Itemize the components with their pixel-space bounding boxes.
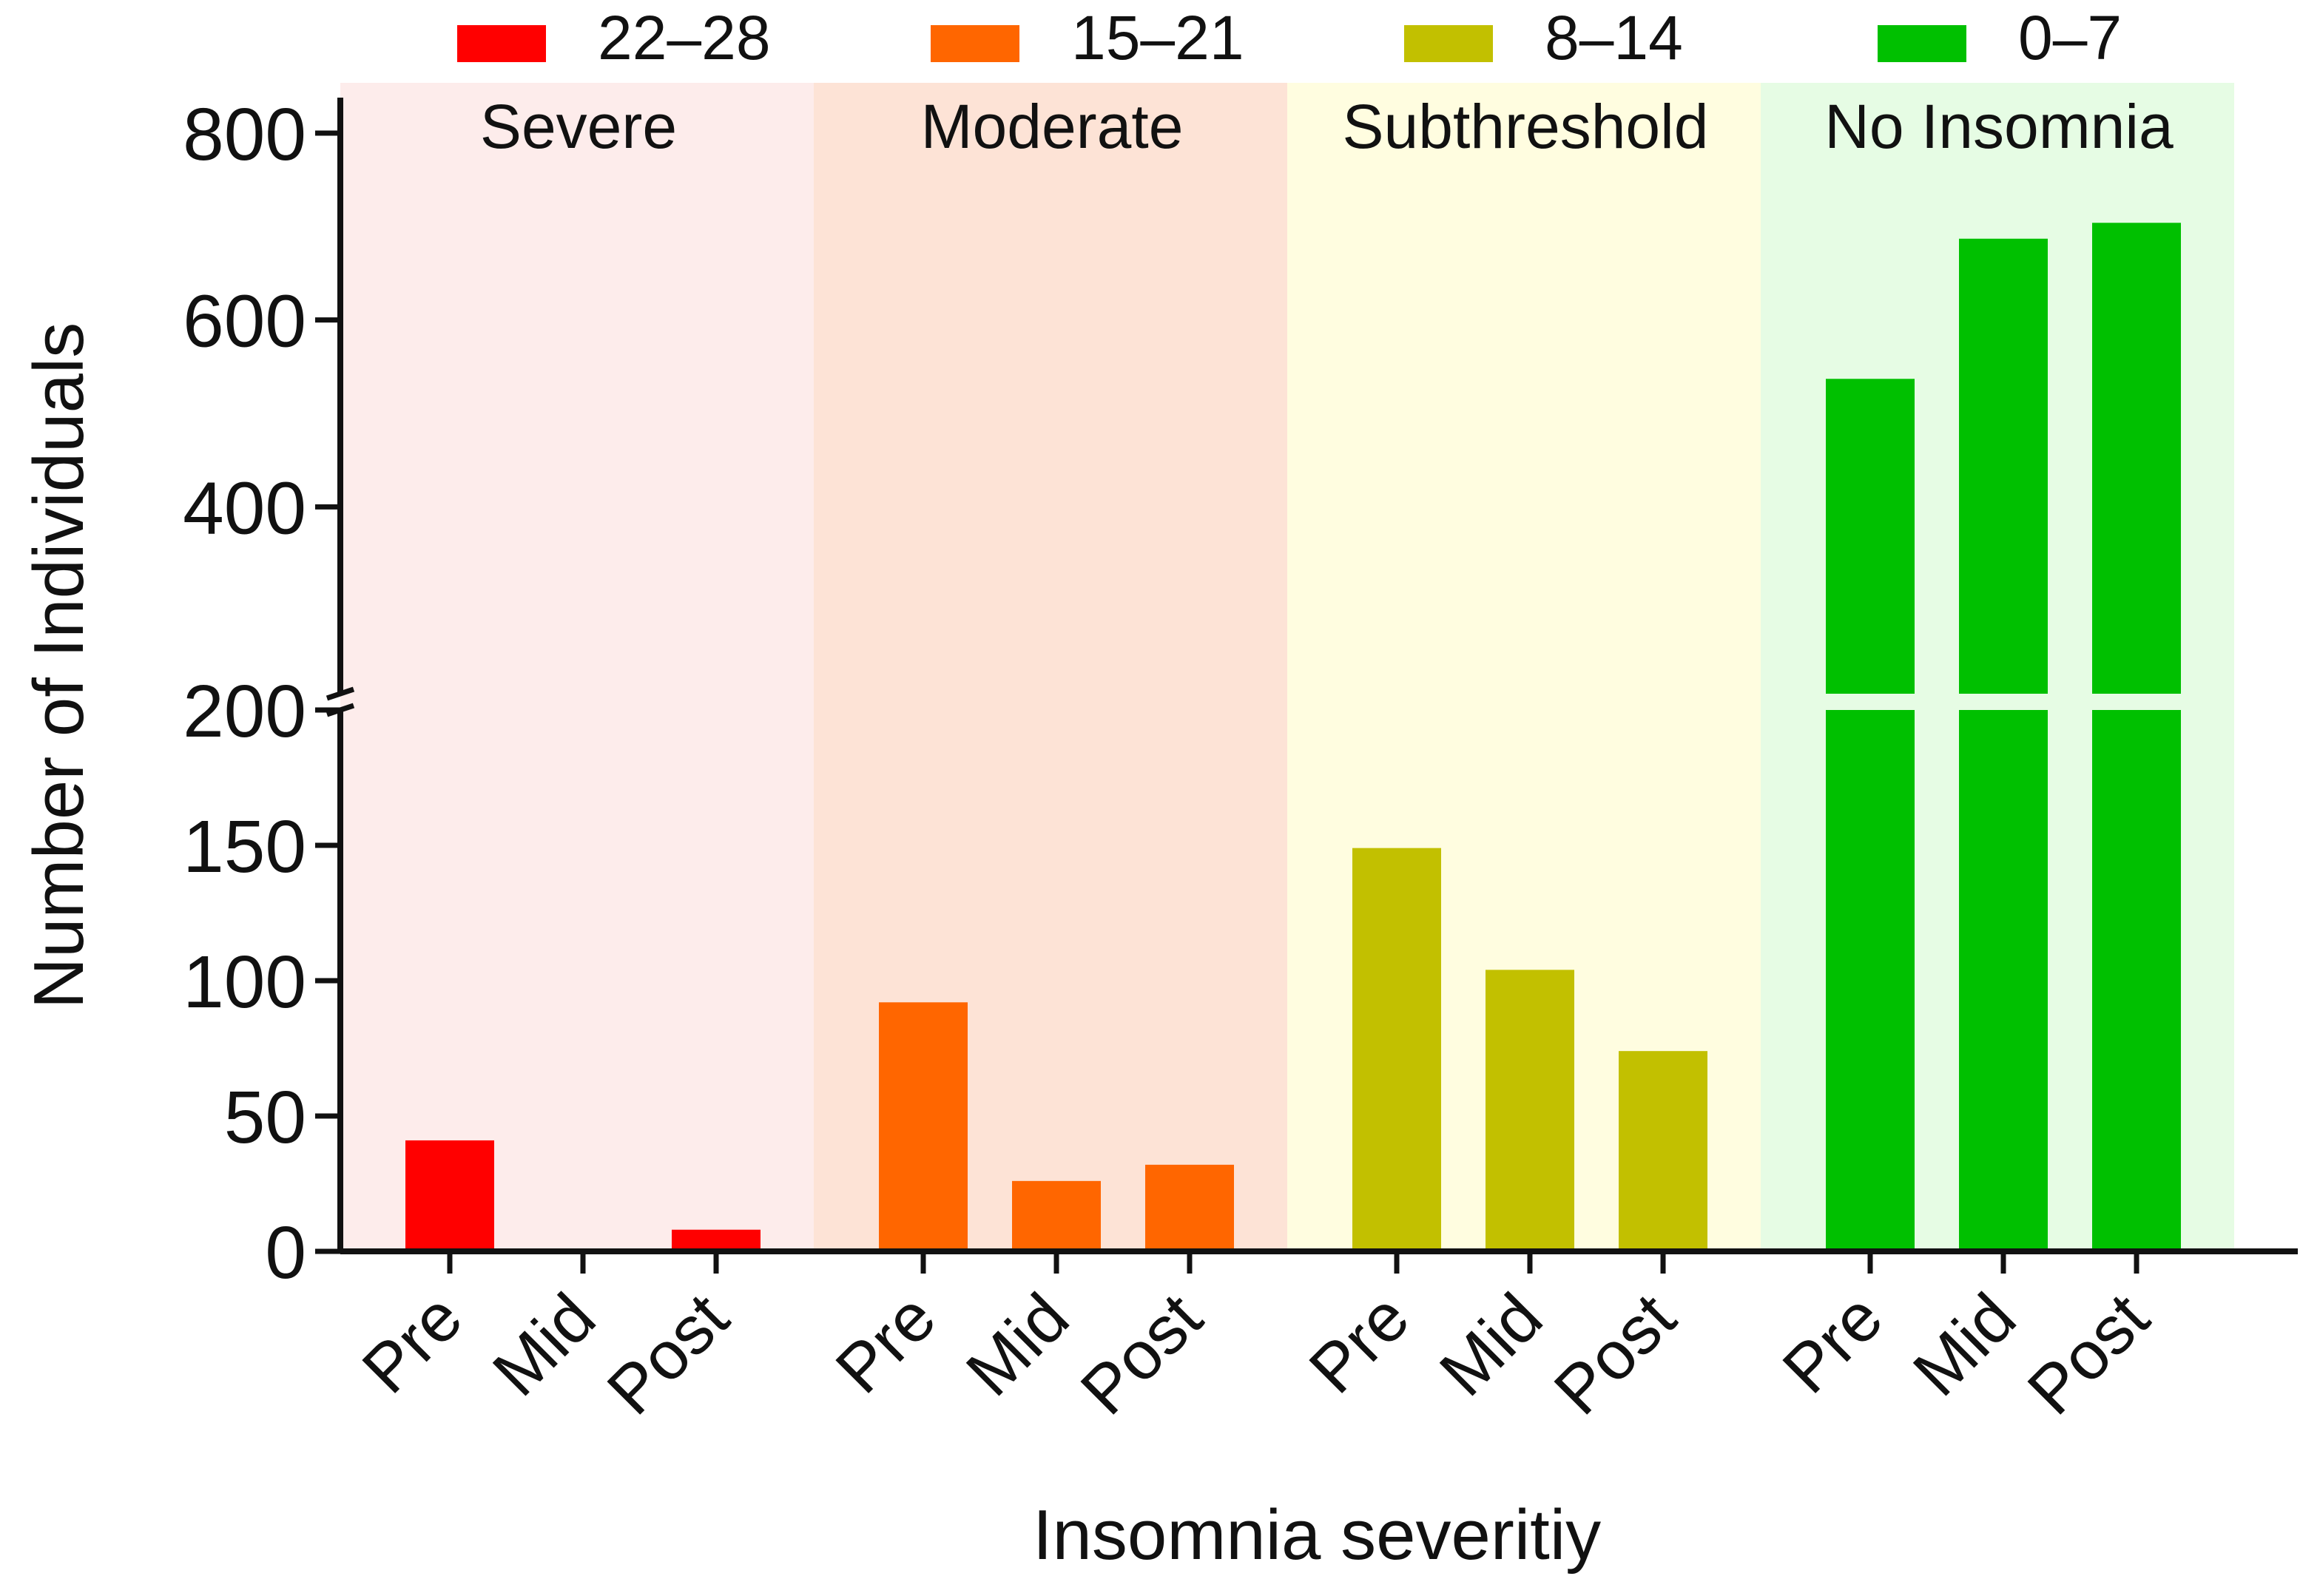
bar	[1012, 1180, 1101, 1251]
legend-swatch	[931, 25, 1019, 62]
bar	[1352, 848, 1441, 1251]
y-tick-label: 0	[265, 1211, 306, 1294]
x-tick-label: Pre	[348, 1279, 476, 1407]
bar-upper	[1826, 379, 1915, 694]
legend-swatch	[1404, 25, 1493, 62]
x-tick-label: Mid	[479, 1279, 610, 1410]
bar-upper	[1959, 238, 2048, 694]
bar	[1486, 970, 1574, 1251]
y-tick-label: 200	[183, 670, 306, 753]
axis-break-mark	[326, 686, 355, 701]
bar	[1959, 710, 2048, 1251]
bar	[1826, 710, 1915, 1251]
bar	[672, 1229, 761, 1251]
y-tick-label: 50	[224, 1076, 306, 1159]
axes	[315, 98, 2298, 1274]
x-tick-label: Mid	[1426, 1279, 1557, 1410]
bar	[1619, 1051, 1707, 1251]
x-tick-label: Post	[1067, 1279, 1216, 1429]
legend-label: 8–14	[1545, 3, 1683, 72]
y-axis-title: Number of Individuals	[19, 322, 98, 1009]
bar	[1145, 1164, 1234, 1251]
y-tick-label: 600	[183, 280, 306, 363]
y-tick-label: 400	[183, 467, 306, 550]
x-tick-label: Post	[1540, 1279, 1690, 1429]
bar-upper	[2092, 223, 2181, 694]
x-axis-title: Insomnia severitiy	[1033, 1495, 1601, 1575]
legend-swatch	[457, 25, 546, 62]
x-tick-label: Post	[2014, 1279, 2163, 1429]
x-tick-label: Pre	[1769, 1279, 1897, 1407]
group-background-0	[340, 83, 814, 1251]
group-label: No Insomnia	[1824, 92, 2174, 161]
bar	[2092, 710, 2181, 1251]
x-tick-label: Post	[593, 1279, 743, 1429]
x-tick-label: Mid	[952, 1279, 1083, 1410]
group-label: Moderate	[921, 92, 1184, 161]
group-label: Severe	[480, 92, 677, 161]
bar	[879, 1002, 968, 1251]
x-tick-label: Pre	[822, 1279, 950, 1407]
legend-label: 22–28	[598, 3, 771, 72]
y-tick-label: 150	[183, 805, 306, 888]
group-label: Subthreshold	[1342, 92, 1708, 161]
group-backgrounds	[340, 83, 2234, 1251]
bar	[405, 1140, 494, 1251]
y-tick-label: 800	[183, 93, 306, 176]
bars	[405, 223, 2181, 1251]
legend-label: 15–21	[1071, 3, 1244, 72]
x-tick-label: Mid	[1899, 1279, 2030, 1410]
y-tick-label: 100	[183, 941, 306, 1024]
legend-label: 0–7	[2018, 3, 2122, 72]
legend: 22–28 15–21 8–14 0–7	[457, 3, 2122, 72]
x-tick-label: Pre	[1295, 1279, 1423, 1407]
legend-swatch	[1878, 25, 1966, 62]
